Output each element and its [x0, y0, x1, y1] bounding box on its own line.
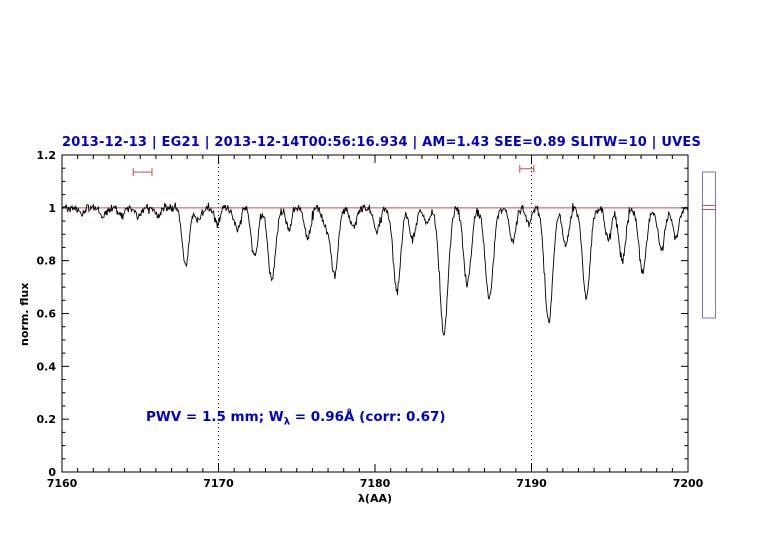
y-tick-label: 0 — [48, 466, 56, 479]
overview-bar — [702, 171, 716, 319]
y-tick-label: 0.4 — [37, 360, 57, 373]
x-tick-label: 7160 — [47, 477, 78, 490]
y-tick-label: 1.2 — [37, 149, 57, 162]
pwv-annotation: PWV = 1.5 mm; Wλ = 0.96Å (corr: 0.67) — [146, 409, 446, 428]
y-tick-label: 0.8 — [37, 255, 57, 268]
x-axis-label: λ(AA) — [357, 492, 393, 505]
lambda-subscript: λ — [283, 416, 291, 428]
x-tick-label: 7200 — [673, 477, 704, 490]
x-tick-label: 7190 — [516, 477, 547, 490]
plot-title: 2013-12-13 | EG21 | 2013-12-14T00:56:16.… — [62, 135, 702, 150]
y-axis-label: norm. flux — [18, 282, 31, 346]
x-tick-label: 7170 — [203, 477, 234, 490]
y-tick-label: 0.2 — [37, 413, 57, 426]
pwv-annotation-suffix: = 0.96Å (corr: 0.67) — [290, 409, 446, 425]
pwv-annotation-prefix: PWV = 1.5 mm; W — [146, 409, 284, 425]
spectrum-line — [61, 202, 689, 336]
y-tick-label: 1 — [48, 202, 56, 215]
x-tick-label: 7180 — [360, 477, 391, 490]
y-tick-label: 0.6 — [37, 308, 57, 321]
